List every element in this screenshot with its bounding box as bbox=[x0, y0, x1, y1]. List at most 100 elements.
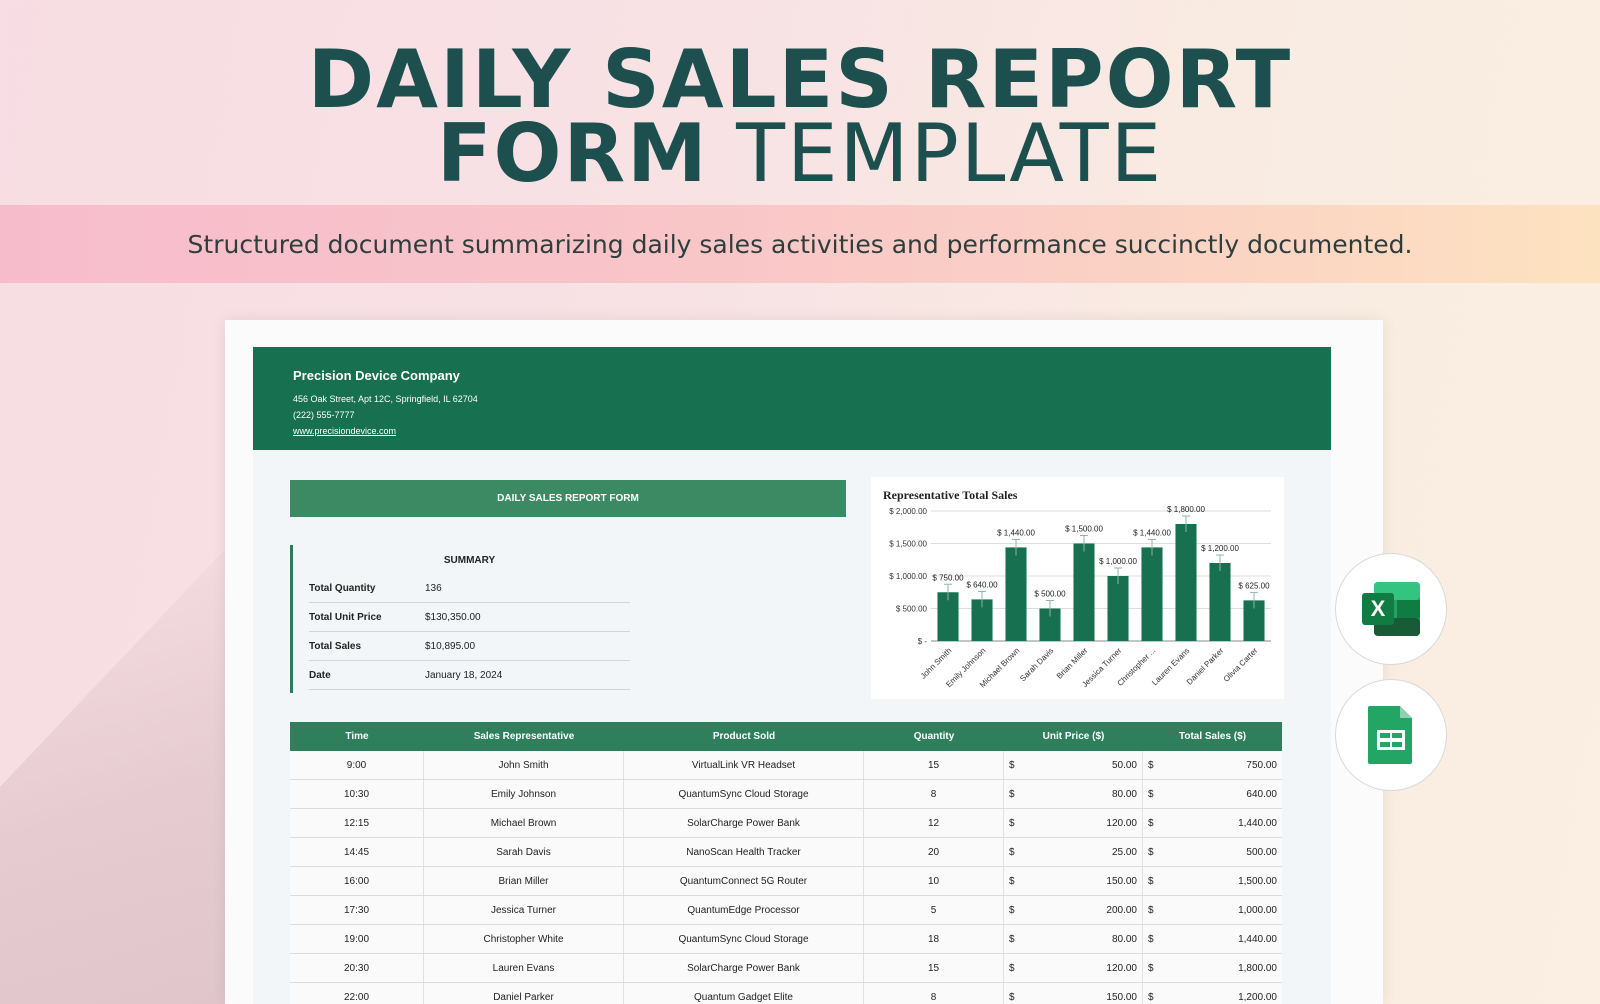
chart-bar bbox=[1107, 576, 1129, 641]
cell-quantity[interactable]: 8 bbox=[864, 780, 1004, 808]
cell-unit-price[interactable]: $150.00 bbox=[1004, 867, 1143, 895]
cell-time[interactable]: 17:30 bbox=[290, 896, 424, 924]
cell-time[interactable]: 9:00 bbox=[290, 751, 424, 779]
cell-representative[interactable]: Michael Brown bbox=[424, 809, 624, 837]
cell-total-sales[interactable]: $1,440.00 bbox=[1143, 809, 1282, 837]
amount: 640.00 bbox=[1246, 788, 1277, 800]
cell-time[interactable]: 22:00 bbox=[290, 983, 424, 1004]
cell-quantity[interactable]: 20 bbox=[864, 838, 1004, 866]
table-row[interactable]: 22:00 Daniel Parker Quantum Gadget Elite 8 $… bbox=[290, 983, 1282, 1004]
summary-row: Date January 18, 2024 bbox=[309, 661, 630, 690]
cell-product[interactable]: SolarCharge Power Bank bbox=[624, 954, 864, 982]
company-phone: (222) 555-7777 bbox=[293, 410, 355, 420]
document-inner: Precision Device Company 456 Oak Street,… bbox=[253, 347, 1331, 1004]
cell-total-sales[interactable]: $1,200.00 bbox=[1143, 983, 1282, 1004]
cell-product[interactable]: QuantumSync Cloud Storage bbox=[624, 780, 864, 808]
summary-value[interactable]: January 18, 2024 bbox=[425, 669, 503, 681]
title-line-1: DAILY SALES REPORT bbox=[307, 33, 1293, 126]
cell-unit-price[interactable]: $25.00 bbox=[1004, 838, 1143, 866]
table-row[interactable]: 10:30 Emily Johnson QuantumSync Cloud Stor… bbox=[290, 780, 1282, 809]
cell-representative[interactable]: Lauren Evans bbox=[424, 954, 624, 982]
google-sheets-icon bbox=[1368, 706, 1412, 764]
table-row[interactable]: 20:30 Lauren Evans SolarCharge Power Bank 1… bbox=[290, 954, 1282, 983]
summary-label: Date bbox=[309, 669, 331, 681]
summary-value[interactable]: $130,350.00 bbox=[425, 611, 481, 623]
cell-representative[interactable]: Jessica Turner bbox=[424, 896, 624, 924]
cell-quantity[interactable]: 15 bbox=[864, 954, 1004, 982]
column-header-quantity[interactable]: Quantity bbox=[913, 731, 955, 742]
cell-representative[interactable]: John Smith bbox=[424, 751, 624, 779]
cell-representative[interactable]: Daniel Parker bbox=[424, 983, 624, 1004]
column-header-representative[interactable]: Sales Representative bbox=[473, 731, 575, 742]
cell-product[interactable]: NanoScan Health Tracker bbox=[624, 838, 864, 866]
table-row[interactable]: 19:00 Christopher White QuantumSync Cloud … bbox=[290, 925, 1282, 954]
cell-unit-price[interactable]: $120.00 bbox=[1004, 954, 1143, 982]
cell-time[interactable]: 14:45 bbox=[290, 838, 424, 866]
table-row[interactable]: 9:00 John Smith VirtualLink VR Headset 15 $5… bbox=[290, 751, 1282, 780]
cell-representative[interactable]: Sarah Davis bbox=[424, 838, 624, 866]
cell-product[interactable]: Quantum Gadget Elite bbox=[624, 983, 864, 1004]
cell-quantity[interactable]: 15 bbox=[864, 751, 1004, 779]
cell-total-sales[interactable]: $640.00 bbox=[1143, 780, 1282, 808]
cell-time[interactable]: 19:00 bbox=[290, 925, 424, 953]
cell-product[interactable]: VirtualLink VR Headset bbox=[624, 751, 864, 779]
cell-quantity[interactable]: 12 bbox=[864, 809, 1004, 837]
chart-bar bbox=[1005, 547, 1027, 641]
cell-time[interactable]: 12:15 bbox=[290, 809, 424, 837]
cell-time[interactable]: 16:00 bbox=[290, 867, 424, 895]
amount: 25.00 bbox=[1111, 846, 1137, 858]
column-header-time[interactable]: Time bbox=[345, 731, 369, 742]
cell-product[interactable]: SolarCharge Power Bank bbox=[624, 809, 864, 837]
cell-time[interactable]: 10:30 bbox=[290, 780, 424, 808]
cell-total-sales[interactable]: $500.00 bbox=[1143, 838, 1282, 866]
cell-product[interactable]: QuantumSync Cloud Storage bbox=[624, 925, 864, 953]
company-name: Precision Device Company bbox=[293, 368, 460, 383]
cell-unit-price[interactable]: $80.00 bbox=[1004, 780, 1143, 808]
cell-unit-price[interactable]: $150.00 bbox=[1004, 983, 1143, 1004]
cell-total-sales[interactable]: $1,800.00 bbox=[1143, 954, 1282, 982]
table-row[interactable]: 17:30 Jessica Turner QuantumEdge Processor… bbox=[290, 896, 1282, 925]
cell-total-sales[interactable]: $1,440.00 bbox=[1143, 925, 1282, 953]
cell-representative[interactable]: Emily Johnson bbox=[424, 780, 624, 808]
cell-unit-price[interactable]: $80.00 bbox=[1004, 925, 1143, 953]
cell-quantity[interactable]: 18 bbox=[864, 925, 1004, 953]
cell-unit-price[interactable]: $200.00 bbox=[1004, 896, 1143, 924]
subtitle-text: Structured document summarizing daily sa… bbox=[187, 229, 1413, 259]
chart-data-label: $ 1,440.00 bbox=[997, 528, 1035, 537]
cell-time[interactable]: 20:30 bbox=[290, 954, 424, 982]
chart-xtick-label: Brian Miller bbox=[1055, 646, 1090, 681]
cell-total-sales[interactable]: $1,500.00 bbox=[1143, 867, 1282, 895]
cell-representative[interactable]: Christopher White bbox=[424, 925, 624, 953]
cell-quantity[interactable]: 8 bbox=[864, 983, 1004, 1004]
summary-label: Total Quantity bbox=[309, 582, 376, 594]
column-header-product[interactable]: Product Sold bbox=[712, 731, 776, 742]
column-header-unit-price[interactable]: Unit Price ($) bbox=[1042, 731, 1105, 742]
summary-value[interactable]: $10,895.00 bbox=[425, 640, 476, 652]
amount: 1,200.00 bbox=[1238, 991, 1277, 1003]
table-row[interactable]: 14:45 Sarah Davis NanoScan Health Tracker 2… bbox=[290, 838, 1282, 867]
cell-quantity[interactable]: 5 bbox=[864, 896, 1004, 924]
chart-bar bbox=[1209, 563, 1231, 641]
google-sheets-badge[interactable] bbox=[1335, 679, 1447, 791]
table-body: 9:00 John Smith VirtualLink VR Headset 15 $5… bbox=[290, 751, 1282, 1004]
chart-data-label: $ 1,800.00 bbox=[1167, 505, 1205, 514]
cell-product[interactable]: QuantumConnect 5G Router bbox=[624, 867, 864, 895]
amount: 1,440.00 bbox=[1238, 817, 1277, 829]
cell-product[interactable]: QuantumEdge Processor bbox=[624, 896, 864, 924]
summary-value[interactable]: 136 bbox=[425, 582, 442, 594]
cell-quantity[interactable]: 10 bbox=[864, 867, 1004, 895]
cell-total-sales[interactable]: $750.00 bbox=[1143, 751, 1282, 779]
summary-heading: SUMMARY bbox=[443, 555, 496, 566]
amount: 500.00 bbox=[1246, 846, 1277, 858]
column-header-total-sales[interactable]: Total Sales ($) bbox=[1178, 731, 1247, 742]
cell-unit-price[interactable]: $120.00 bbox=[1004, 809, 1143, 837]
cell-unit-price[interactable]: $50.00 bbox=[1004, 751, 1143, 779]
table-row[interactable]: 16:00 Brian Miller QuantumConnect 5G Route… bbox=[290, 867, 1282, 896]
company-website-link[interactable]: www.precisiondevice.com bbox=[293, 426, 397, 436]
cell-total-sales[interactable]: $1,000.00 bbox=[1143, 896, 1282, 924]
excel-badge[interactable]: X bbox=[1335, 553, 1447, 665]
cell-representative[interactable]: Brian Miller bbox=[424, 867, 624, 895]
amount: 150.00 bbox=[1106, 875, 1137, 887]
excel-letter: X bbox=[1371, 596, 1386, 621]
table-row[interactable]: 12:15 Michael Brown SolarCharge Power Bank… bbox=[290, 809, 1282, 838]
